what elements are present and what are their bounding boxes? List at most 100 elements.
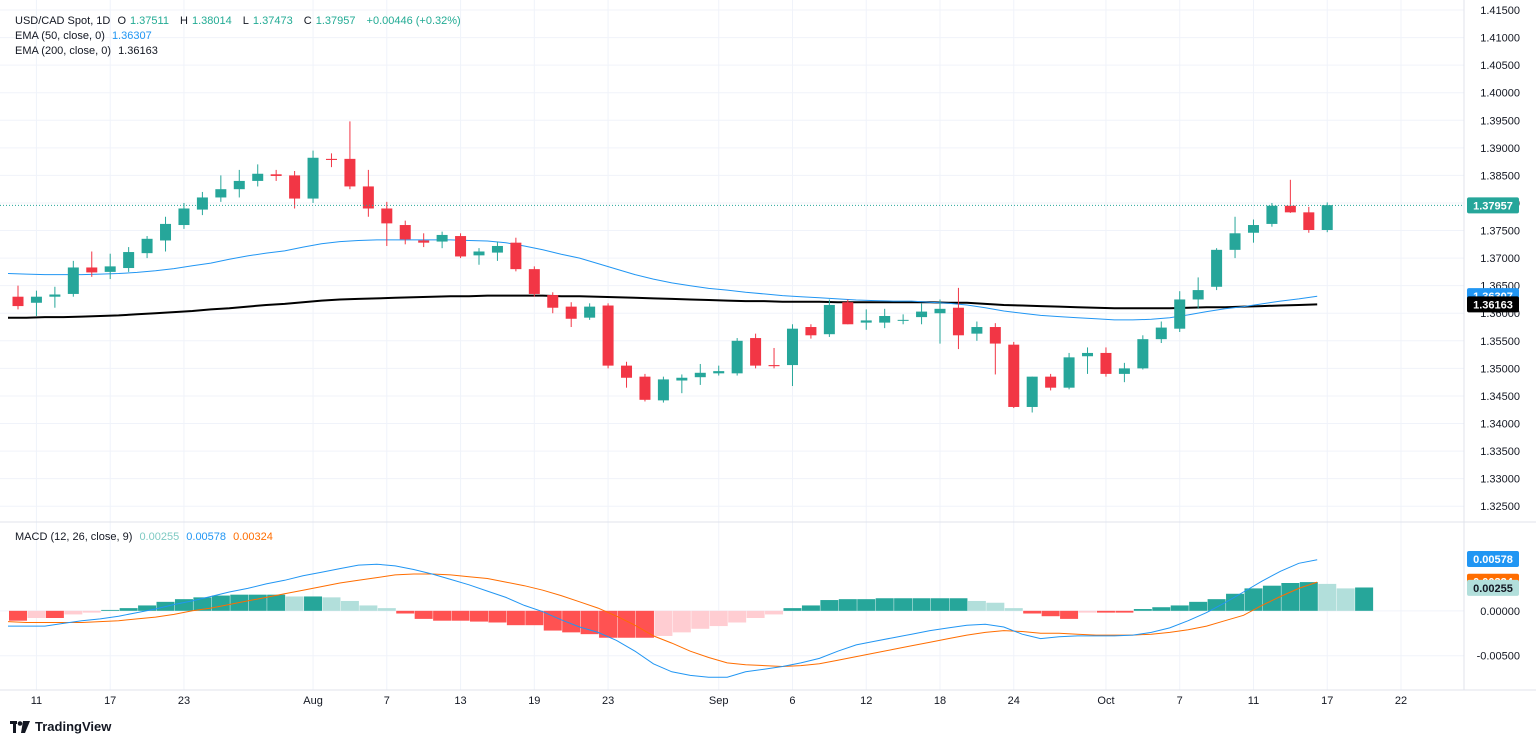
macd-hist-bar — [451, 610, 470, 621]
candle-body — [104, 266, 116, 272]
candle — [1118, 362, 1130, 383]
price-labels: 1.379571.363071.361630.005780.003240.002… — [1467, 197, 1519, 596]
candle-body — [362, 186, 374, 209]
candle — [823, 299, 835, 337]
time-axis-tick: 17 — [104, 695, 116, 707]
candle — [307, 150, 319, 203]
candle — [528, 266, 540, 297]
candle-body — [565, 306, 577, 319]
candles — [0, 121, 1464, 413]
candle-body — [160, 223, 172, 241]
candle — [1284, 179, 1296, 213]
ema50-value: 1.36307 — [111, 30, 152, 42]
candle-body — [1008, 344, 1020, 407]
macd-hist-bar — [820, 600, 839, 611]
candle-body — [694, 372, 706, 378]
candle — [602, 303, 614, 369]
candle — [1045, 373, 1057, 391]
macd-hist-bar — [580, 610, 599, 635]
macd-histogram — [9, 582, 1374, 638]
ema50-label: EMA (50, close, 0) — [15, 30, 105, 42]
price-axis-tick: 1.34500 — [1480, 391, 1520, 403]
macd-lines — [7, 559, 1318, 678]
candle-body — [879, 316, 891, 323]
price-axis-tick: 1.32500 — [1480, 501, 1520, 513]
candle-body — [491, 245, 503, 253]
candle — [344, 121, 356, 190]
macd-hist-bar — [728, 610, 747, 623]
candle — [584, 303, 596, 320]
candle — [1321, 202, 1333, 233]
candle — [657, 376, 669, 403]
macd-hist-bar — [248, 594, 267, 611]
macd-hist-bar — [211, 595, 230, 611]
candle — [399, 220, 411, 245]
time-axis-tick: 7 — [1177, 695, 1183, 707]
macd-hist-bar — [377, 608, 396, 611]
candle — [215, 175, 227, 202]
high-value: H 1.38014 — [180, 15, 236, 27]
legend-ema200[interactable]: EMA (200, close, 0) 1.36163 — [15, 44, 162, 59]
macd-hist-bar — [1078, 610, 1097, 613]
candle-body — [934, 308, 946, 314]
close-number: 1.37957 — [315, 15, 356, 27]
macd-hist-bar — [543, 610, 562, 631]
macd-hist-bar — [101, 609, 120, 611]
symbol-title[interactable]: USD/CAD Spot, 1D — [15, 15, 111, 27]
macd-hist-bar — [949, 598, 968, 611]
tradingview-logo[interactable]: TradingView — [10, 719, 111, 734]
time-axis-tick: 18 — [934, 695, 946, 707]
time-axis-tick: 19 — [528, 695, 540, 707]
candle — [1008, 341, 1020, 409]
legend-ema50[interactable]: EMA (50, close, 0) 1.36307 — [15, 29, 156, 44]
macd-hist-bar — [912, 598, 931, 611]
candle-body — [307, 157, 319, 199]
candle — [768, 347, 780, 369]
candle — [1082, 347, 1094, 374]
candle-body — [657, 379, 669, 401]
candle-body — [1211, 249, 1223, 287]
macd-hist-bar — [45, 610, 64, 618]
candle-body — [86, 267, 98, 273]
candle-body — [547, 295, 559, 308]
macd-line — [8, 559, 1318, 678]
macd-hist-bar — [304, 596, 323, 611]
candle — [989, 323, 1001, 375]
macd-hist-bar — [875, 598, 894, 611]
candle — [621, 361, 633, 388]
ema200-label: EMA (200, close, 0) — [15, 45, 111, 57]
candle-body — [621, 365, 633, 378]
candle — [676, 374, 688, 394]
candle — [639, 373, 651, 402]
last-price-label-text: 1.37957 — [1473, 200, 1513, 212]
candle — [381, 201, 393, 246]
candle-body — [196, 197, 208, 210]
candle-body — [252, 173, 264, 181]
macd-hist-bar — [396, 610, 415, 614]
macd-hist-bar — [1060, 610, 1079, 619]
legend-macd[interactable]: MACD (12, 26, close, 9) 0.00255 0.00578 … — [15, 530, 277, 545]
high-number: 1.38014 — [191, 15, 232, 27]
candle-body — [713, 371, 725, 374]
macd-hist-bar — [691, 610, 710, 629]
tradingview-wordmark: TradingView — [35, 719, 112, 734]
candle-body — [455, 236, 467, 257]
macd-hist-bar — [470, 610, 488, 622]
macd-hist-bar — [599, 610, 618, 638]
candle-body — [1229, 233, 1241, 250]
price-axis-tick: 1.40000 — [1480, 88, 1520, 100]
price-axis-tick: 1.39500 — [1480, 115, 1520, 127]
open-number: 1.37511 — [130, 15, 169, 27]
macd-hist-bar — [562, 610, 581, 633]
macd-hist-bar — [9, 610, 27, 621]
ema-lines — [7, 239, 1318, 321]
macd-hist-bar — [746, 610, 765, 618]
candle — [86, 251, 98, 277]
macd-hist-bar — [931, 598, 949, 611]
time-axis-tick: 12 — [860, 695, 872, 707]
macd-hist-bar — [838, 599, 857, 611]
candle — [897, 314, 909, 325]
macd-value-label-bg — [1467, 550, 1519, 567]
low-value: L 1.37473 — [243, 15, 297, 27]
